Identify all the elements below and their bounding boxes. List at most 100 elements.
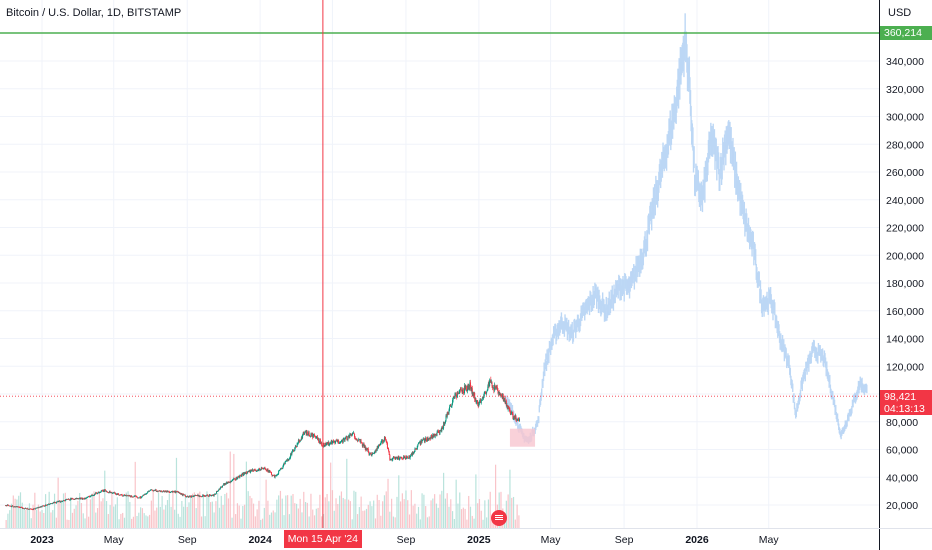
- candle-body: [247, 471, 249, 474]
- candle-body: [67, 499, 69, 500]
- volume-bar: [358, 507, 360, 528]
- candle-body: [76, 498, 78, 499]
- candle-body: [91, 494, 93, 496]
- volume-bar: [256, 509, 258, 528]
- candle-body: [302, 432, 304, 435]
- candle-body: [465, 385, 467, 390]
- candle-body: [459, 389, 461, 393]
- candle-body: [464, 385, 466, 394]
- candle-body: [344, 438, 346, 441]
- candle-body: [121, 494, 123, 496]
- candle-body: [407, 457, 409, 459]
- projection-bar: [623, 286, 625, 302]
- candle-body: [380, 442, 382, 445]
- candle-body: [97, 492, 99, 494]
- volume-bar: [174, 509, 176, 528]
- candle-body: [14, 506, 16, 508]
- candle-body: [451, 403, 453, 407]
- candle-body: [270, 472, 272, 475]
- candle-body: [498, 391, 500, 395]
- candle-body: [18, 506, 20, 508]
- volume-bar: [134, 461, 136, 528]
- candle-body: [434, 433, 436, 437]
- volume-bar: [123, 517, 126, 528]
- candle-body: [55, 502, 57, 504]
- volume-bar: [122, 512, 124, 528]
- projection-bar: [701, 192, 704, 213]
- candle-body: [391, 459, 393, 461]
- candle-body: [331, 440, 333, 444]
- volume-bar: [321, 516, 323, 528]
- candle-body: [57, 501, 59, 503]
- candle-body: [151, 489, 153, 491]
- candle-body: [397, 458, 399, 460]
- candle-body: [140, 496, 142, 499]
- candle-body: [410, 453, 412, 456]
- candle-body: [94, 493, 96, 495]
- candle-body: [204, 496, 206, 498]
- candle-body: [70, 498, 72, 500]
- candle-body: [469, 382, 471, 387]
- candle-body: [368, 452, 370, 455]
- candle-body: [218, 488, 220, 490]
- candle-body: [293, 449, 295, 451]
- projection-bar: [781, 340, 783, 353]
- volume-bar: [486, 517, 488, 528]
- volume-bar: [132, 516, 135, 528]
- volume-bar: [52, 510, 54, 528]
- candle-body: [476, 400, 478, 402]
- candle-body: [327, 442, 329, 445]
- volume-bar: [281, 498, 283, 528]
- volume-bar: [265, 479, 267, 528]
- candle-body: [28, 509, 30, 510]
- candle-body: [345, 436, 347, 438]
- candle-body: [135, 496, 137, 498]
- candle-body: [477, 403, 479, 407]
- candle-body: [59, 500, 61, 502]
- candle-body: [342, 439, 344, 443]
- volume-bar: [140, 507, 142, 528]
- highlight-box: [509, 428, 536, 447]
- y-tick-label: 180,000: [886, 278, 924, 290]
- projection-bar: [806, 364, 808, 375]
- candle-body: [431, 435, 433, 437]
- volume-bar: [355, 491, 357, 528]
- candle-body: [503, 399, 505, 402]
- candle-body: [325, 443, 327, 446]
- candle-body: [74, 499, 76, 500]
- candle-body: [108, 492, 110, 494]
- candle-body: [365, 448, 367, 450]
- candle-body: [487, 382, 489, 387]
- candle-body: [89, 496, 91, 498]
- candle-body: [86, 497, 88, 499]
- volume-bar: [98, 493, 100, 528]
- candle-body: [286, 459, 288, 461]
- candle-body: [199, 495, 201, 497]
- projection-bar: [716, 158, 718, 181]
- candle-body: [266, 468, 268, 471]
- candle-body: [516, 419, 518, 421]
- candle-body: [45, 504, 47, 506]
- candle-body: [181, 494, 183, 496]
- volume-bar: [79, 492, 81, 528]
- candle-body: [237, 476, 239, 479]
- projection-bar: [534, 427, 536, 434]
- candle-body: [77, 498, 79, 499]
- candle-body: [12, 505, 14, 507]
- candle-body: [355, 439, 357, 440]
- candle-body: [446, 412, 448, 418]
- candle-body: [49, 504, 51, 505]
- us-flag-icon[interactable]: [491, 510, 507, 526]
- projection-bar: [516, 417, 518, 425]
- candle-body: [440, 429, 442, 432]
- candle-body: [24, 508, 26, 510]
- currency-label[interactable]: USD: [888, 7, 912, 19]
- volume-bar: [419, 519, 421, 528]
- candle-body: [430, 435, 432, 439]
- candle-body: [311, 433, 313, 436]
- volume-bar: [213, 512, 215, 528]
- candle-body: [257, 470, 259, 471]
- candle-body: [427, 437, 429, 440]
- candle-body: [241, 473, 243, 475]
